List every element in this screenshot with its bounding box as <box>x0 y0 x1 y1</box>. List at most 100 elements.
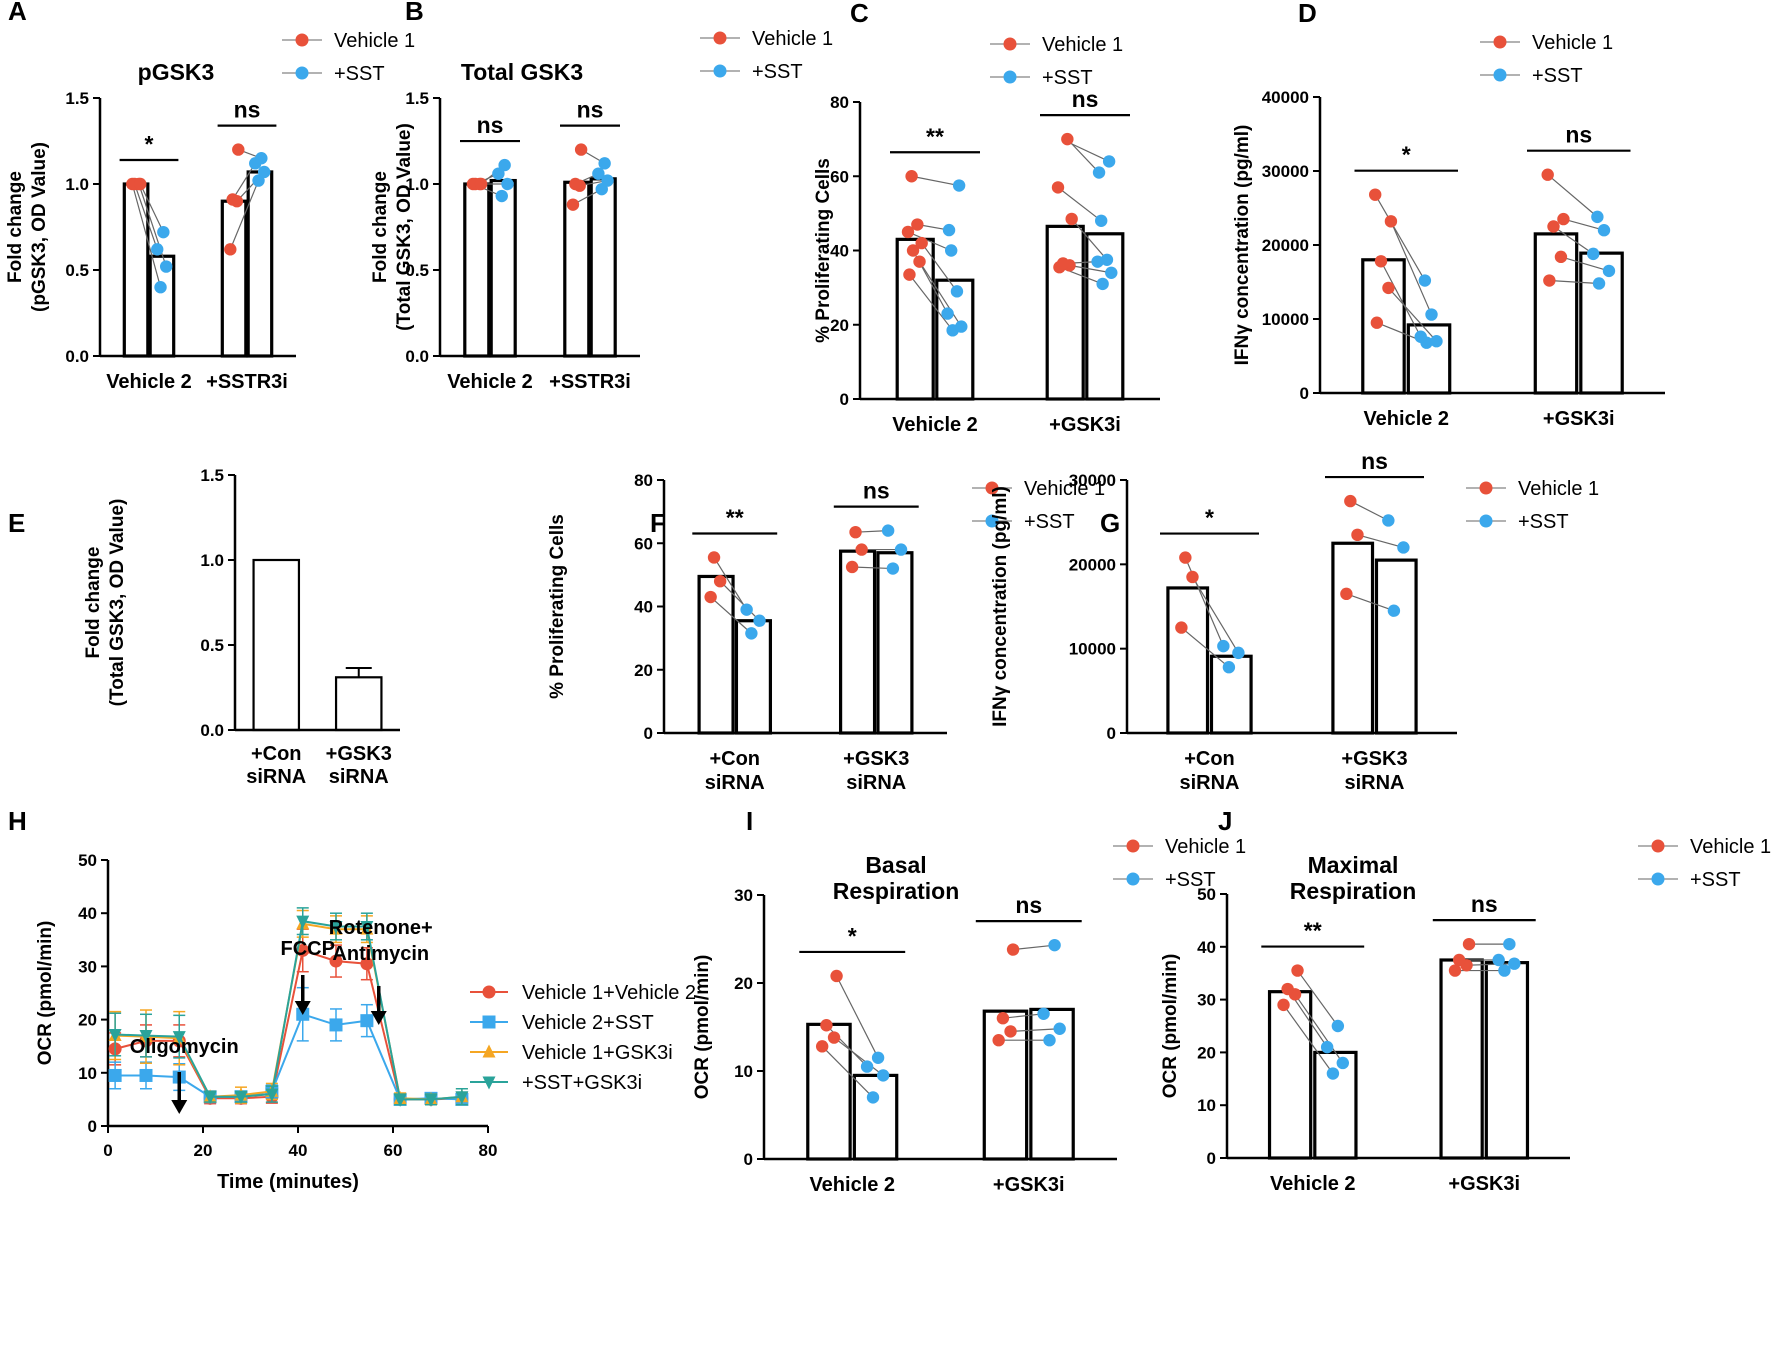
y-axis-label: IFNγ concentration (pg/ml) <box>1232 125 1253 366</box>
legend-marker <box>1126 872 1140 886</box>
point <box>172 1031 186 1045</box>
x-tick-label: Vehicle 2 <box>447 371 533 393</box>
annotation-label: Rotenone+ <box>329 917 433 939</box>
point-vehicle-1 <box>1065 212 1078 226</box>
y-tick-label: 0.0 <box>65 347 89 366</box>
pair-line <box>1071 218 1108 261</box>
y-tick-label: 40000 <box>1262 88 1309 107</box>
bar <box>220 199 248 358</box>
y-axis-label-line: OCR (pmol/min) <box>692 955 713 1100</box>
point-vehicle-1 <box>1374 255 1388 268</box>
y-axis-label-line: Fold change <box>370 171 391 283</box>
point-vehicle-1 <box>827 1031 841 1044</box>
chart-title: Respiration <box>1290 878 1417 904</box>
annotation-label: Antimycin <box>332 943 429 965</box>
point-vehicle-1 <box>901 225 915 239</box>
significance-label: ns <box>863 478 890 504</box>
legend-marker <box>1493 35 1507 49</box>
panel-b: B Total GSK3 0.0 0.5 1.0 1.5 Fold change (Total… <box>370 0 833 393</box>
legend-sst: +SST <box>1518 511 1569 533</box>
y-tick-label: 10 <box>78 1064 97 1083</box>
legend-sst: +SST <box>1042 67 1093 89</box>
panel-letter: J <box>1218 806 1232 836</box>
y-tick-label: 30000 <box>1069 471 1116 490</box>
point-vehicle-1 <box>906 244 920 257</box>
x-tick-label: siRNA <box>846 772 906 794</box>
point-sst <box>255 152 268 165</box>
significance-label: ** <box>1304 918 1322 944</box>
point-sst <box>866 1091 880 1104</box>
y-tick-label: 1.5 <box>200 466 224 485</box>
point-sst <box>942 223 956 237</box>
y-axis-label-line: (Total GSK3, OD Value) <box>394 123 415 331</box>
point-sst <box>740 603 753 616</box>
legend-marker <box>1651 839 1665 853</box>
point-vehicle-1 <box>569 177 582 191</box>
pair-line <box>1549 279 1600 285</box>
y-axis-label-line: IFNγ concentration (pg/ml) <box>990 486 1011 727</box>
point-sst <box>1222 661 1236 674</box>
point-sst <box>1053 1022 1066 1035</box>
pair-line <box>139 183 164 233</box>
y-tick-label: 1.5 <box>65 89 89 108</box>
y-tick-label: 0 <box>1300 384 1309 403</box>
bar <box>148 254 176 358</box>
point-vehicle-1 <box>1186 570 1199 584</box>
point-sst <box>1508 957 1521 970</box>
point-sst <box>886 562 900 575</box>
y-tick-label: 20 <box>830 316 849 335</box>
pair-line <box>1297 970 1339 1027</box>
x-tick-label: Vehicle 2 <box>809 1174 895 1196</box>
y-tick-label: 0 <box>840 390 849 409</box>
point-sst <box>753 614 766 627</box>
point <box>360 1014 374 1028</box>
point-sst <box>745 627 758 640</box>
legend-marker <box>1479 514 1493 528</box>
x-tick-label: +GSK3i <box>1049 414 1121 436</box>
point-sst <box>1591 210 1604 224</box>
point <box>482 1076 496 1090</box>
bar <box>935 278 975 401</box>
bar <box>697 574 735 735</box>
bar <box>1374 558 1418 735</box>
point-vehicle-1 <box>1056 257 1070 270</box>
panel-letter: E <box>8 508 25 538</box>
point-sst <box>894 543 908 556</box>
point <box>455 1091 469 1105</box>
panel-letter: B <box>405 0 424 26</box>
bar <box>1045 224 1085 401</box>
bar <box>334 676 383 732</box>
y-tick-label: 60 <box>634 534 653 553</box>
bar <box>1085 232 1125 401</box>
point-sst <box>945 244 958 257</box>
pair-line <box>719 580 760 622</box>
legend-sst: +SST <box>1690 869 1741 891</box>
y-axis-label-line: IFNγ concentration (pg/ml) <box>1232 125 1253 366</box>
y-axis-label: % Proliferating Cells <box>547 514 568 699</box>
bar <box>1406 323 1452 395</box>
y-tick-label: 30000 <box>1262 162 1309 181</box>
point-sst <box>257 165 271 179</box>
point-vehicle-1 <box>713 575 727 588</box>
y-axis-label: OCR (pmol/min) <box>35 921 56 1066</box>
pair-line <box>833 1037 884 1076</box>
significance-label: * <box>145 131 154 157</box>
pair-line <box>908 274 954 331</box>
y-axis-label: Fold change (pGSK3, OD Value) <box>5 142 50 312</box>
legend-marker <box>295 33 309 47</box>
x-tick-label: Vehicle 2 <box>1270 1173 1356 1195</box>
pair-line <box>229 180 260 250</box>
bar <box>1331 541 1375 735</box>
point-vehicle-1 <box>1175 621 1188 634</box>
point-vehicle-1 <box>1462 937 1476 951</box>
point-vehicle-1 <box>232 143 245 156</box>
point-sst <box>1430 335 1443 348</box>
y-tick-label: 20000 <box>1069 555 1116 574</box>
y-axis-label: IFNγ concentration (pg/ml) <box>990 486 1011 727</box>
point-sst <box>1326 1067 1340 1080</box>
point <box>108 1028 122 1042</box>
legend-marker <box>1493 68 1507 82</box>
point-vehicle-1 <box>134 177 147 191</box>
legend-vehicle-1: Vehicle 1 <box>1690 836 1771 858</box>
bar <box>1209 654 1253 735</box>
